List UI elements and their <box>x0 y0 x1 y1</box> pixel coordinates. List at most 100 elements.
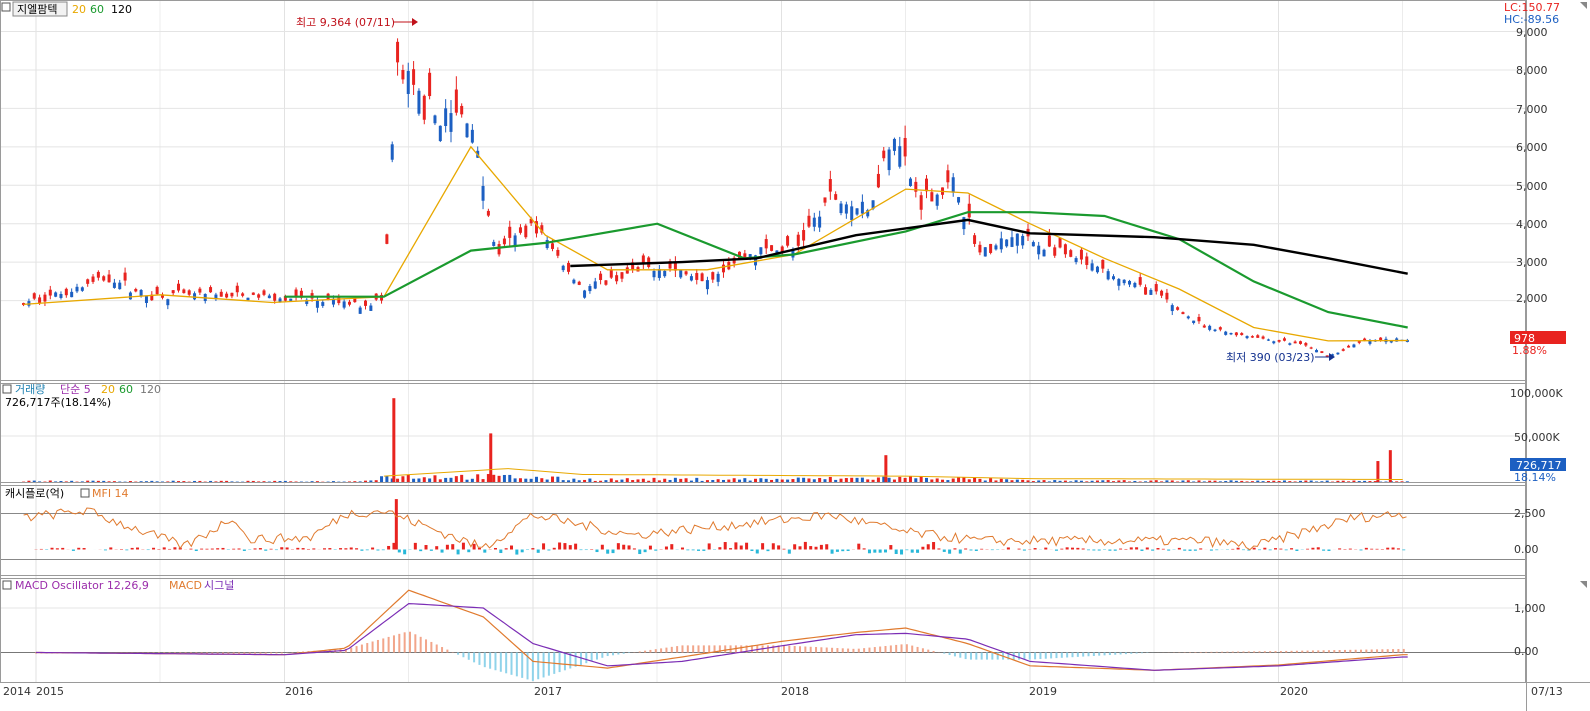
candle-body <box>390 144 394 160</box>
cashflow-bar <box>1108 549 1112 551</box>
candle-body <box>342 301 346 308</box>
candle-body <box>1250 336 1254 338</box>
volume-bar <box>1154 480 1158 482</box>
macd-osc-bar <box>1290 650 1293 653</box>
title-box[interactable] <box>12 1 68 17</box>
volume-bar <box>1042 480 1046 482</box>
macd-osc-bar <box>1034 652 1037 660</box>
candle-body <box>331 298 335 305</box>
volume-bar <box>1240 480 1244 482</box>
volume-bar <box>636 479 640 482</box>
cashflow-bar <box>622 544 626 550</box>
cashflow-bar <box>264 549 268 551</box>
macd-osc-bar <box>766 645 769 653</box>
expand-arrow-icon[interactable] <box>1580 2 1587 9</box>
volume-bar <box>433 475 437 482</box>
volume-spike <box>1376 461 1380 482</box>
cashflow-bar <box>130 547 134 550</box>
cashflow-bar <box>867 549 871 554</box>
volume-bar <box>1026 480 1030 482</box>
macd-osc-bar <box>189 652 192 654</box>
candle-body <box>1331 354 1335 356</box>
macd-osc-bar <box>644 650 647 653</box>
expand-arrow-icon[interactable] <box>1580 581 1587 588</box>
candle-body <box>711 272 715 280</box>
volume-bar <box>545 479 549 482</box>
macd-osc-bar <box>825 647 828 653</box>
panel-collapse-icon[interactable] <box>2 580 12 590</box>
volume-bar <box>850 477 854 482</box>
x-tick: 2020 <box>1280 685 1308 698</box>
cashflow-bar <box>403 549 407 555</box>
cashflow-bar <box>280 547 284 550</box>
volume-bar <box>652 477 656 482</box>
candle-body <box>812 217 816 227</box>
volume-bar <box>684 478 688 482</box>
macd-osc-bar <box>815 647 818 653</box>
macd-osc-bar <box>686 645 689 653</box>
volume-bar <box>561 480 565 482</box>
volume-bar <box>705 480 709 482</box>
cashflow-bar <box>136 547 140 550</box>
cashflow-bar <box>269 548 273 550</box>
volume-bar <box>935 478 939 482</box>
cashflow-bar <box>937 548 941 550</box>
volume-bar <box>1111 481 1115 482</box>
macd-osc-bar <box>350 647 353 653</box>
macd-osc-bar <box>1135 652 1138 654</box>
volume-bar <box>700 480 704 482</box>
cashflow-bar <box>1054 549 1058 551</box>
cashflow-bar <box>1151 549 1155 551</box>
candle-body <box>502 238 506 245</box>
macd-osc-bar <box>1114 652 1117 655</box>
cashflow-bar <box>574 543 578 550</box>
x-tick: 2015 <box>36 685 64 698</box>
volume-bar <box>834 479 838 482</box>
candle-body <box>1298 341 1302 344</box>
candle-body <box>1079 249 1083 260</box>
macd-osc-bar <box>264 652 267 654</box>
volume-ma20: 20 <box>101 383 115 396</box>
cash-axis: 2,500 0.00 <box>1514 507 1546 556</box>
candle-body <box>1315 350 1319 353</box>
panel-collapse-icon[interactable] <box>80 488 90 498</box>
macd-osc-bar <box>996 652 999 660</box>
candle-body <box>1293 341 1297 344</box>
candle-body <box>262 290 266 295</box>
macd-osc-bar <box>1285 650 1288 653</box>
cashflow-bar <box>237 548 241 550</box>
volume-tick: 50,000K <box>1514 431 1560 444</box>
macd-osc-bar <box>1397 649 1400 653</box>
cashflow-bar <box>1386 547 1390 550</box>
candle-body <box>754 255 758 266</box>
cashflow-bar <box>77 547 81 550</box>
macd-osc-bar <box>991 652 994 660</box>
candle-body <box>946 170 950 183</box>
candle-body <box>1021 235 1025 246</box>
macd-osc-bar <box>809 646 812 653</box>
macd-osc-bar <box>1231 651 1234 653</box>
panel-collapse-icon[interactable] <box>1 2 11 12</box>
cashflow-bar <box>841 549 845 552</box>
candle-body <box>1005 239 1009 247</box>
volume-bar <box>273 480 277 482</box>
price-tick: 8,000 <box>1516 64 1548 77</box>
macd-osc-bar <box>521 652 524 678</box>
volume-bar <box>973 477 977 482</box>
cashflow-bar <box>680 547 684 550</box>
candle-body <box>107 274 111 283</box>
volume-bar <box>128 481 132 482</box>
volume-bar <box>818 477 822 482</box>
cashflow-bar <box>1006 547 1010 550</box>
candle-body <box>497 244 501 255</box>
volume-bar <box>1144 481 1148 482</box>
cashflow-bar <box>948 549 952 554</box>
volume-bar <box>1261 481 1265 482</box>
candle-body <box>241 293 245 296</box>
candle-body <box>567 262 571 272</box>
volume-bar <box>908 476 912 482</box>
cashflow-bar <box>1284 549 1288 551</box>
panel-collapse-icon[interactable] <box>2 384 12 394</box>
volume-bar <box>839 478 843 482</box>
